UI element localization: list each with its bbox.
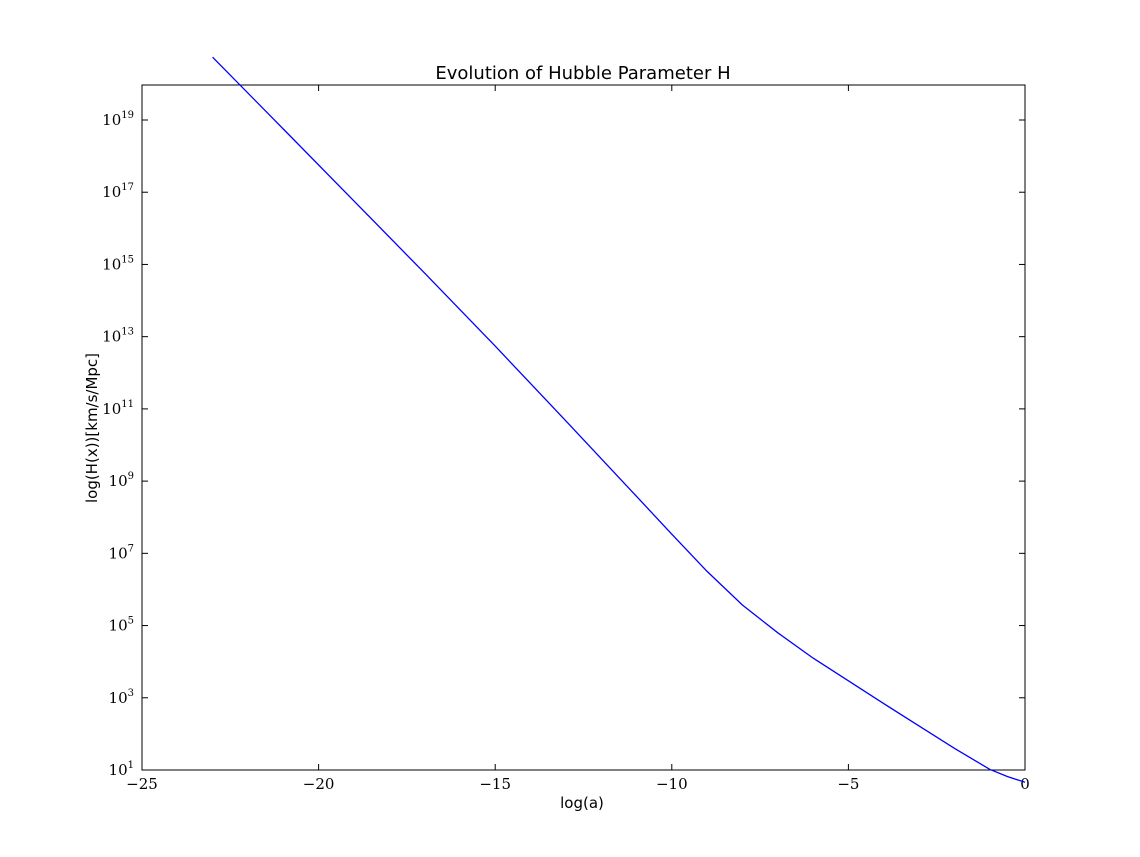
y-tick-label: 107 <box>109 543 134 562</box>
x-axis-tick-labels: −25 −20 −15 −10 −5 0 <box>126 775 1030 793</box>
y-tick-label: 1017 <box>102 182 134 201</box>
x-tick-label: −20 <box>303 775 335 793</box>
chart-title: Evolution of Hubble Parameter H <box>435 63 730 84</box>
y-tick-label: 103 <box>109 688 134 707</box>
y-tick-label: 109 <box>109 471 134 490</box>
y-tick-label: 101 <box>109 760 134 779</box>
x-tick-label: −10 <box>656 775 688 793</box>
x-tick-label: −5 <box>837 775 859 793</box>
y-tick-label: 1011 <box>102 399 134 418</box>
axis-ticks <box>141 85 1026 771</box>
x-tick-label: −15 <box>479 775 511 793</box>
x-axis-label: log(a) <box>560 794 604 812</box>
x-tick-label: −25 <box>126 775 158 793</box>
y-tick-label: 1013 <box>102 327 134 346</box>
x-tick-label: 0 <box>1020 775 1030 793</box>
y-axis-label: log(H(x))[km/s/Mpc] <box>83 353 101 503</box>
y-tick-label: 105 <box>109 616 134 635</box>
y-tick-label: 1015 <box>102 254 134 273</box>
plot-area <box>141 84 1026 771</box>
y-tick-label: 1019 <box>102 110 134 129</box>
series <box>212 56 1026 783</box>
y-axis-tick-labels: 101 103 105 107 109 1011 1013 1015 1017 1019 <box>102 110 134 779</box>
series-line <box>212 56 1026 783</box>
